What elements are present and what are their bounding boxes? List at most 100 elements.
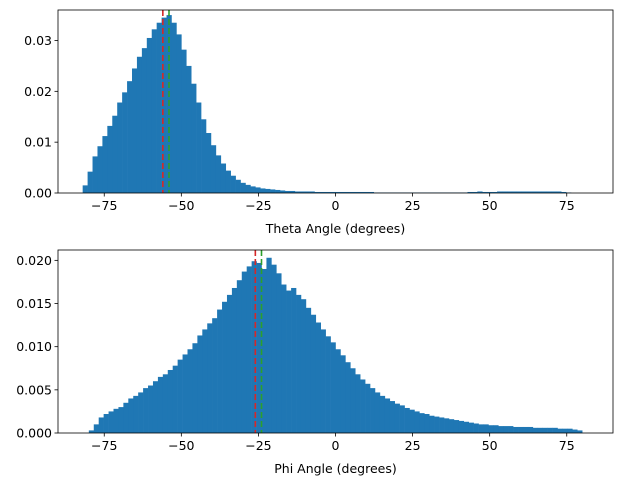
phi-histogram-plot: −75 −50 −25 0 25 50 75 0.0000.0050.0100.0150.0… bbox=[16, 249, 614, 476]
phi-histogram-bar bbox=[345, 362, 351, 433]
phi-histogram-bar bbox=[527, 426, 534, 433]
theta-histogram-bar bbox=[299, 191, 305, 193]
theta-histogram-bar bbox=[191, 83, 197, 193]
phi-histogram-bar bbox=[236, 280, 243, 433]
theta-histogram-bar bbox=[225, 170, 231, 193]
phi-histogram-bar bbox=[340, 355, 346, 433]
theta-histogram-bar bbox=[482, 191, 488, 193]
theta-histogram-bar bbox=[210, 145, 217, 193]
phi-histogram-bar bbox=[271, 264, 277, 433]
phi-y-ticks: 0.000 0.005 0.010 0.015 0.020 bbox=[16, 253, 58, 441]
phi-histogram-bar bbox=[157, 376, 164, 433]
phi-histogram-bar bbox=[108, 411, 114, 433]
phi-histogram-bar bbox=[300, 299, 307, 433]
phi-histogram-bar bbox=[374, 392, 381, 433]
theta-histogram-bar bbox=[319, 191, 325, 193]
theta-y-tick-label: 0.01 bbox=[24, 135, 52, 150]
phi-x-tick-label: −75 bbox=[91, 438, 117, 453]
phi-histogram-bar bbox=[488, 425, 494, 433]
theta-histogram-bar bbox=[354, 191, 360, 193]
theta-histogram-bar bbox=[506, 191, 513, 193]
theta-histogram-bar bbox=[358, 191, 365, 193]
theta-histogram-bar bbox=[492, 191, 498, 193]
theta-histogram-bar bbox=[289, 190, 296, 193]
phi-reference-lines bbox=[254, 250, 263, 433]
theta-histogram-bar bbox=[349, 191, 355, 193]
theta-histogram-bar bbox=[171, 22, 177, 194]
theta-x-tick-label: 0 bbox=[332, 198, 340, 213]
phi-histogram-bar bbox=[478, 424, 484, 433]
phi-histogram-bars bbox=[88, 257, 583, 433]
phi-histogram-bar bbox=[93, 424, 99, 433]
phi-histogram-bar bbox=[251, 261, 257, 433]
theta-histogram-bar bbox=[206, 133, 212, 193]
phi-histogram-bar bbox=[330, 342, 336, 433]
phi-histogram-bar bbox=[384, 398, 391, 433]
theta-histogram-bar bbox=[161, 17, 167, 194]
phi-x-tick-label: 50 bbox=[482, 438, 498, 453]
phi-histogram-bar bbox=[508, 426, 514, 433]
theta-histogram-bar bbox=[255, 187, 261, 193]
phi-histogram-bar bbox=[286, 290, 292, 433]
theta-histogram-bar bbox=[235, 179, 241, 193]
theta-histogram-bar bbox=[334, 191, 340, 193]
phi-histogram-bar bbox=[379, 395, 386, 433]
phi-histogram-bar bbox=[335, 349, 341, 433]
phi-histogram-bar bbox=[261, 268, 267, 433]
phi-histogram-bar bbox=[226, 294, 233, 433]
theta-histogram-bar bbox=[294, 191, 301, 193]
phi-y-tick-label: 0.010 bbox=[16, 339, 52, 354]
phi-histogram-bar bbox=[266, 257, 272, 433]
phi-histogram-bar bbox=[152, 381, 159, 433]
phi-histogram-bar bbox=[98, 417, 104, 433]
phi-histogram-bar bbox=[241, 271, 247, 433]
phi-histogram-bar bbox=[177, 359, 183, 433]
theta-histogram-bar bbox=[82, 185, 88, 194]
phi-y-tick-label: 0.020 bbox=[16, 253, 52, 268]
theta-histogram-bar bbox=[329, 191, 335, 193]
phi-histogram-bar bbox=[212, 318, 218, 433]
phi-histogram-bar bbox=[444, 418, 450, 433]
phi-histogram-bar bbox=[453, 420, 460, 433]
phi-histogram-bar bbox=[483, 424, 489, 433]
phi-histogram-bar bbox=[350, 368, 356, 433]
theta-histogram-bar bbox=[127, 81, 133, 193]
phi-histogram-bar bbox=[138, 392, 144, 433]
theta-histogram-bar bbox=[107, 125, 113, 193]
theta-histogram-bar bbox=[176, 34, 182, 194]
phi-histogram-bar bbox=[463, 421, 469, 433]
phi-histogram-bar bbox=[389, 401, 395, 433]
phi-histogram-bar bbox=[231, 287, 238, 433]
phi-histogram-bar bbox=[281, 284, 287, 433]
theta-y-tick-label: 0.02 bbox=[24, 84, 52, 99]
theta-histogram-bar bbox=[156, 22, 162, 194]
theta-histogram-bar bbox=[516, 191, 523, 193]
phi-histogram-bar bbox=[567, 428, 573, 433]
phi-histogram-bar bbox=[572, 429, 578, 433]
phi-histogram-bar bbox=[498, 426, 504, 433]
theta-x-tick-label: 25 bbox=[405, 198, 421, 213]
theta-histogram-bar bbox=[136, 56, 143, 193]
phi-histogram-bar bbox=[394, 403, 400, 433]
theta-y-ticks: 0.00 0.01 0.02 0.03 bbox=[24, 33, 58, 201]
phi-histogram-bar bbox=[207, 323, 213, 433]
theta-histogram-bar bbox=[230, 175, 236, 193]
phi-histogram-bar bbox=[414, 411, 420, 433]
phi-x-tick-label: 75 bbox=[559, 438, 575, 453]
theta-histogram-bar bbox=[304, 191, 310, 193]
theta-histogram-bar bbox=[265, 188, 271, 193]
phi-histogram-bar bbox=[148, 385, 154, 433]
phi-x-tick-label: −25 bbox=[245, 438, 271, 453]
theta-histogram-bar bbox=[502, 191, 508, 193]
phi-histogram-bar bbox=[434, 416, 440, 433]
phi-histogram-bar bbox=[577, 430, 583, 433]
phi-histogram-bar bbox=[202, 329, 208, 433]
theta-histogram-bar bbox=[472, 191, 478, 193]
phi-histogram-bar bbox=[276, 273, 282, 433]
theta-histogram-bar bbox=[511, 191, 518, 193]
phi-histogram-bar bbox=[182, 354, 188, 433]
theta-histogram-bar bbox=[363, 191, 370, 193]
theta-x-axis-label: Theta Angle (degrees) bbox=[265, 221, 405, 236]
theta-histogram-bar bbox=[92, 156, 98, 193]
theta-histogram-bar bbox=[97, 146, 103, 193]
